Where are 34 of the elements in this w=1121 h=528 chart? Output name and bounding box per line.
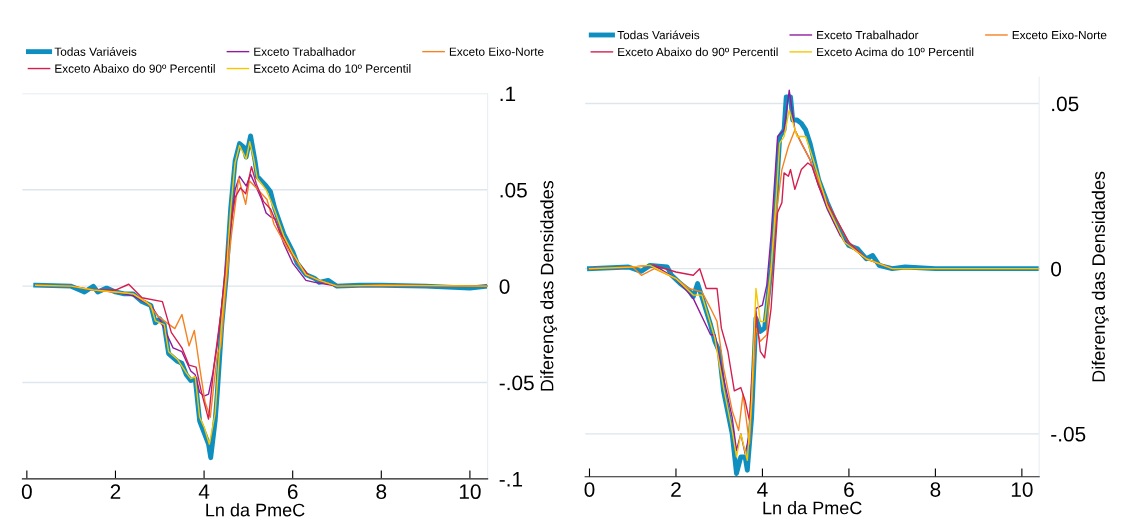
- legend-label: Exceto Abaixo do 90º Percentil: [618, 47, 778, 57]
- y-tick-label: 0: [1051, 261, 1062, 277]
- legend-label: Todas Variáveis: [54, 47, 137, 56]
- x-tick-label: 2: [110, 484, 121, 499]
- x-tick-label: 6: [287, 484, 298, 500]
- x-tick-label: 10: [1011, 482, 1033, 497]
- x-tick-label: 8: [930, 482, 941, 497]
- x-tick-label: 2: [671, 482, 681, 497]
- x-tick-label: 10: [459, 484, 481, 500]
- x-tick-label: 8: [376, 484, 387, 500]
- legend-label: Exceto Trabalhador: [817, 30, 919, 40]
- x-tick-label: 0: [21, 484, 32, 500]
- x-axis-title: Ln da PmeC: [206, 503, 305, 517]
- legend-label: Exceto Trabalhador: [254, 47, 356, 56]
- y-tick-label: -.05: [499, 375, 534, 391]
- y-axis-title: Diferença das Densidades: [1091, 171, 1109, 382]
- x-tick-label: 0: [584, 482, 595, 497]
- legend-label: Exceto Abaixo do 90º Percentil: [55, 64, 215, 73]
- legend-label: Todas Variáveis: [617, 30, 700, 40]
- y-tick-label: .1: [500, 86, 516, 101]
- y-axis-title: Diferença das Densidades: [540, 180, 558, 391]
- x-tick-label: 4: [757, 482, 768, 497]
- x-tick-label: 4: [198, 484, 210, 499]
- x-axis-title: Ln da PmeC: [763, 501, 862, 515]
- legend-label: Exceto Acima do 10º Percentil: [817, 47, 974, 57]
- y-tick-label: -.1: [499, 472, 523, 487]
- legend-label: Exceto Eixo-Norte: [449, 47, 544, 56]
- x-tick-label: 6: [844, 482, 854, 497]
- legend-label: Exceto Eixo-Norte: [1012, 30, 1107, 40]
- y-tick-label: .05: [500, 182, 527, 198]
- y-tick-label: -.05: [1051, 426, 1086, 442]
- legend-label: Exceto Acima do 10º Percentil: [254, 64, 411, 73]
- y-tick-label: 0: [499, 279, 510, 294]
- y-tick-label: .05: [1052, 96, 1079, 112]
